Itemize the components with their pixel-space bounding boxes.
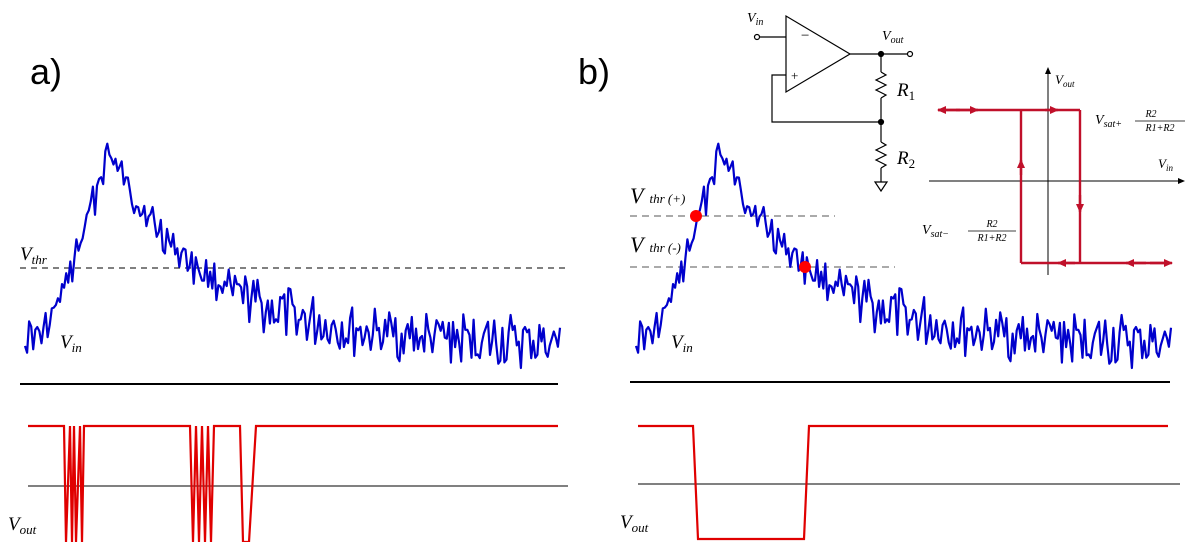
svg-text:R2: R2 <box>985 219 997 230</box>
r1-resistor <box>874 71 888 99</box>
svg-text:R1+R2: R1+R2 <box>977 233 1007 244</box>
feedback-wire <box>771 74 881 123</box>
lower-saturation-label: Vsat− R2 R1+R2 <box>922 219 1016 244</box>
vout-terminal <box>906 50 914 58</box>
vout-output-trace <box>28 424 558 542</box>
lower-crossing-marker <box>799 261 811 273</box>
vin-signal-trace-b <box>634 142 1173 370</box>
op-amp-minus: − <box>800 28 810 44</box>
panel-a-label: a) <box>30 51 62 92</box>
schmitt-trigger-circuit <box>753 14 914 193</box>
svg-text:Vsat+: Vsat+ <box>1095 113 1122 130</box>
panel-b-label: b) <box>578 51 610 92</box>
vout-label-b: Vout <box>620 512 649 535</box>
op-amp-symbol <box>785 14 852 94</box>
svg-text:R1+R2: R1+R2 <box>1145 123 1175 134</box>
hysteresis-plot: Vout Vin Vsat+ R2 R1 <box>922 67 1185 275</box>
upper-saturation-label: Vsat+ R2 R1+R2 <box>1095 109 1185 134</box>
r2-label: R2 <box>896 148 915 171</box>
vin-axis-label: Vin <box>1158 156 1173 173</box>
r1-label: R1 <box>896 80 915 103</box>
vin-label-b: Vin <box>671 332 693 355</box>
r2-resistor <box>874 141 888 169</box>
panel-a: a) Vthr Vin Vout <box>8 51 568 542</box>
upper-crossing-marker <box>690 210 702 222</box>
svg-text:Vsat−: Vsat− <box>922 223 949 240</box>
vout-axis-label: Vout <box>1055 72 1075 89</box>
ground-symbol <box>873 181 889 193</box>
circuit-vout-label: Vout <box>882 29 904 46</box>
vthr-label: Vthr <box>20 244 48 267</box>
vout-output-trace-b <box>638 424 1168 541</box>
vin-signal-trace <box>23 142 562 370</box>
op-amp-plus: + <box>791 68 798 83</box>
circuit-vin-label: Vin <box>747 11 763 28</box>
circuit-labels: − + Vin Vout R1 R2 <box>747 11 915 171</box>
svg-text:R2: R2 <box>1144 109 1156 120</box>
vin-terminal <box>753 33 761 41</box>
vout-label: Vout <box>8 514 37 537</box>
vin-label: Vin <box>60 332 82 355</box>
